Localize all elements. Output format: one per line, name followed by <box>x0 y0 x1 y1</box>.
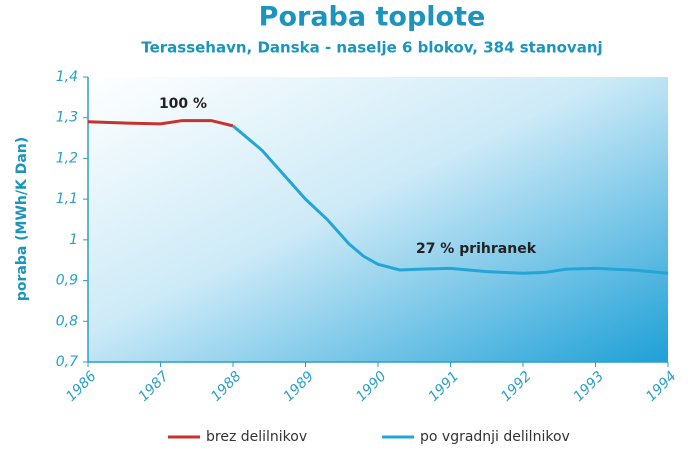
x-tick-label: 1994 <box>643 368 680 405</box>
x-tick-label: 1993 <box>571 368 608 405</box>
legend-label: po vgradnji delilnikov <box>420 429 570 445</box>
x-tick-label: 1991 <box>426 368 463 405</box>
y-tick-label: 1,1 <box>56 191 78 207</box>
line <box>87 119 234 128</box>
x-tick-label: 1992 <box>498 368 535 405</box>
x-tick-label: 1987 <box>136 368 173 405</box>
y-tick-label: 0,8 <box>56 313 78 329</box>
y-tick-label: 1 <box>69 232 78 248</box>
chart-title: Poraba toplote <box>259 2 486 33</box>
x-tick-label: 1988 <box>208 368 245 405</box>
plot-area <box>88 77 668 362</box>
y-tick-label: 1,4 <box>56 69 78 85</box>
y-tick-label: 0,9 <box>56 273 78 289</box>
y-tick-label: 1,3 <box>56 110 78 126</box>
y-tick-label: 1,2 <box>56 150 78 166</box>
legend-label: brez delilnikov <box>206 429 307 445</box>
y-axis-label: poraba (MWh/K Dan) <box>14 137 30 301</box>
y-tick-label: 0,7 <box>56 354 78 370</box>
x-tick-label: 1989 <box>281 368 318 405</box>
annotation: 100 % <box>159 96 207 112</box>
chart-subtitle: Terassehavn, Danska - naselje 6 blokov, … <box>141 39 602 57</box>
line <box>232 124 669 275</box>
x-tick-label: 1986 <box>63 368 100 405</box>
annotation: 27 % prihranek <box>416 241 537 257</box>
x-tick-label: 1990 <box>353 368 390 405</box>
